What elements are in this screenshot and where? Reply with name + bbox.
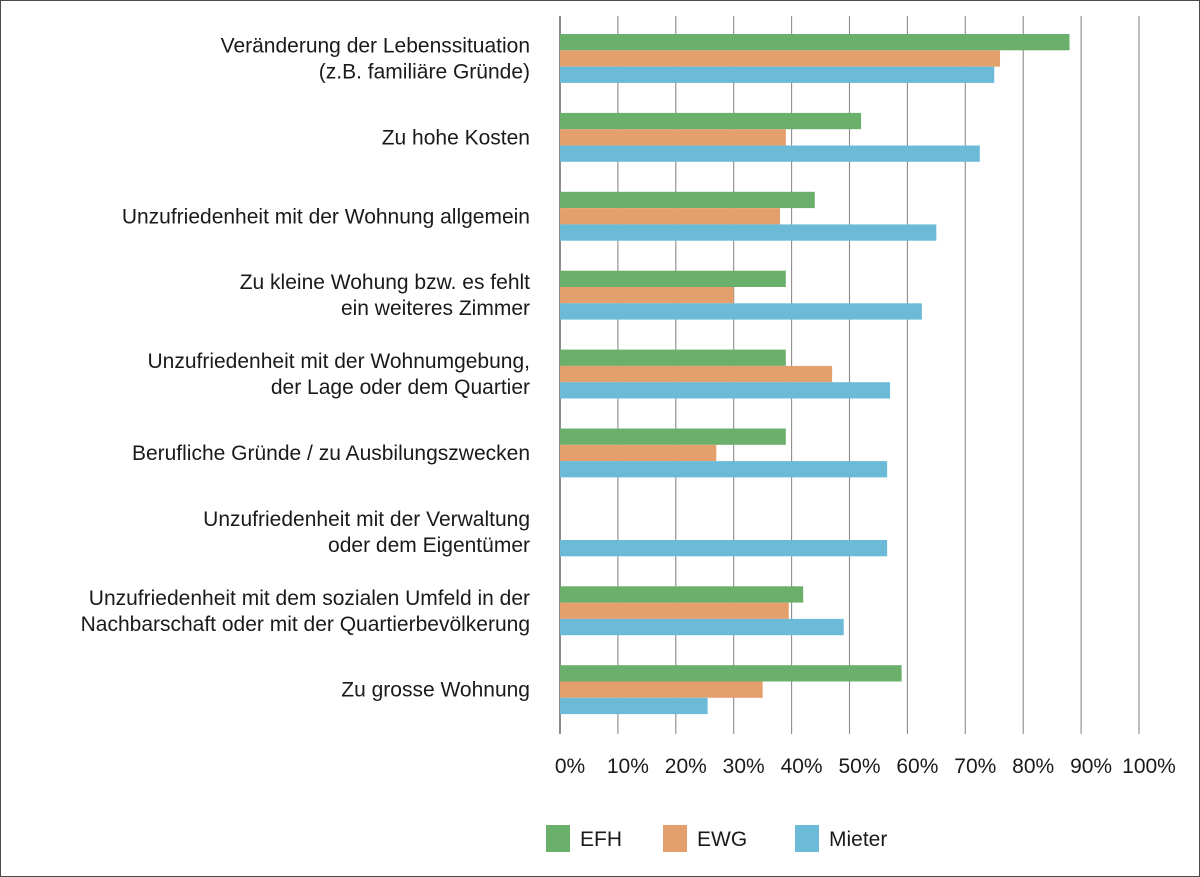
bar-mieter xyxy=(560,618,844,636)
bar-efh xyxy=(560,428,786,445)
bar-mieter xyxy=(560,145,980,162)
bar-ewg xyxy=(560,365,833,383)
category-label: Zu hohe Kosten xyxy=(382,126,530,149)
bars xyxy=(560,34,1070,715)
bar-ewg xyxy=(560,129,786,146)
bar-ewg xyxy=(560,50,1001,67)
x-tick-label: 100% xyxy=(1122,755,1176,778)
legend-swatch-mieter xyxy=(795,825,819,852)
x-tick-label: 20% xyxy=(665,755,707,778)
category-labels: Veränderung der Lebenssituation (z.B. fam… xyxy=(81,34,531,701)
x-tick-label: 90% xyxy=(1070,755,1112,778)
category-label: Unzufriedenheit mit dem sozialen Umfeld … xyxy=(89,587,530,610)
x-tick-label: 80% xyxy=(1012,755,1054,778)
bar-ewg xyxy=(560,681,763,698)
bar-efh xyxy=(560,665,902,682)
bar-ewg xyxy=(560,208,781,225)
legend-label-ewg: EWG xyxy=(697,828,747,851)
bar-mieter xyxy=(560,224,937,241)
category-label: (z.B. familiäre Gründe) xyxy=(319,60,530,83)
category-label: Zu kleine Wohung bzw. es fehlt xyxy=(240,271,530,294)
legend-label-efh: EFH xyxy=(580,828,622,851)
legend: EFH EWG Mieter xyxy=(546,825,887,852)
x-tick-label: 70% xyxy=(954,755,996,778)
bar-mieter xyxy=(560,66,995,83)
bar-efh xyxy=(560,34,1070,51)
bar-mieter xyxy=(560,697,708,715)
category-label: Zu grosse Wohnung xyxy=(341,679,530,702)
bar-efh xyxy=(560,270,786,287)
x-tick-label: 50% xyxy=(838,755,880,778)
bar-efh xyxy=(560,586,804,603)
legend-swatch-efh xyxy=(546,825,570,852)
bar-efh xyxy=(560,191,815,209)
bar-mieter xyxy=(560,382,891,399)
category-label: oder dem Eigentümer xyxy=(328,534,530,557)
bar-ewg xyxy=(560,602,789,619)
category-label: Veränderung der Lebenssituation xyxy=(221,34,530,57)
bar-ewg xyxy=(560,444,717,462)
x-tick-labels: 0% 10% 20% 30% 40% 50% 60% 70% 80% 90% 100% xyxy=(555,755,1176,778)
bar-ewg xyxy=(560,287,734,304)
bar-efh xyxy=(560,349,786,366)
x-tick-label: 0% xyxy=(555,755,585,778)
x-tick-label: 10% xyxy=(607,755,649,778)
category-label: Nachbarschaft oder mit der Quartierbevöl… xyxy=(81,613,530,636)
category-label: Unzufriedenheit mit der Wohnumgebung, xyxy=(147,350,530,373)
category-label: Berufliche Gründe / zu Ausbilungszwecken xyxy=(132,442,530,465)
bar-mieter xyxy=(560,540,888,557)
category-label: ein weiteres Zimmer xyxy=(341,297,530,320)
category-label: Unzufriedenheit mit der Verwaltung xyxy=(203,508,530,531)
x-tick-label: 40% xyxy=(781,755,823,778)
bar-efh xyxy=(560,112,862,130)
bar-mieter xyxy=(560,303,922,320)
category-label: Unzufriedenheit mit der Wohnung allgemei… xyxy=(122,205,530,228)
legend-swatch-ewg xyxy=(663,825,687,852)
category-label: der Lage oder dem Quartier xyxy=(271,376,530,399)
x-tick-label: 30% xyxy=(723,755,765,778)
bar-mieter xyxy=(560,461,888,478)
legend-label-mieter: Mieter xyxy=(829,828,887,851)
x-tick-label: 60% xyxy=(896,755,938,778)
